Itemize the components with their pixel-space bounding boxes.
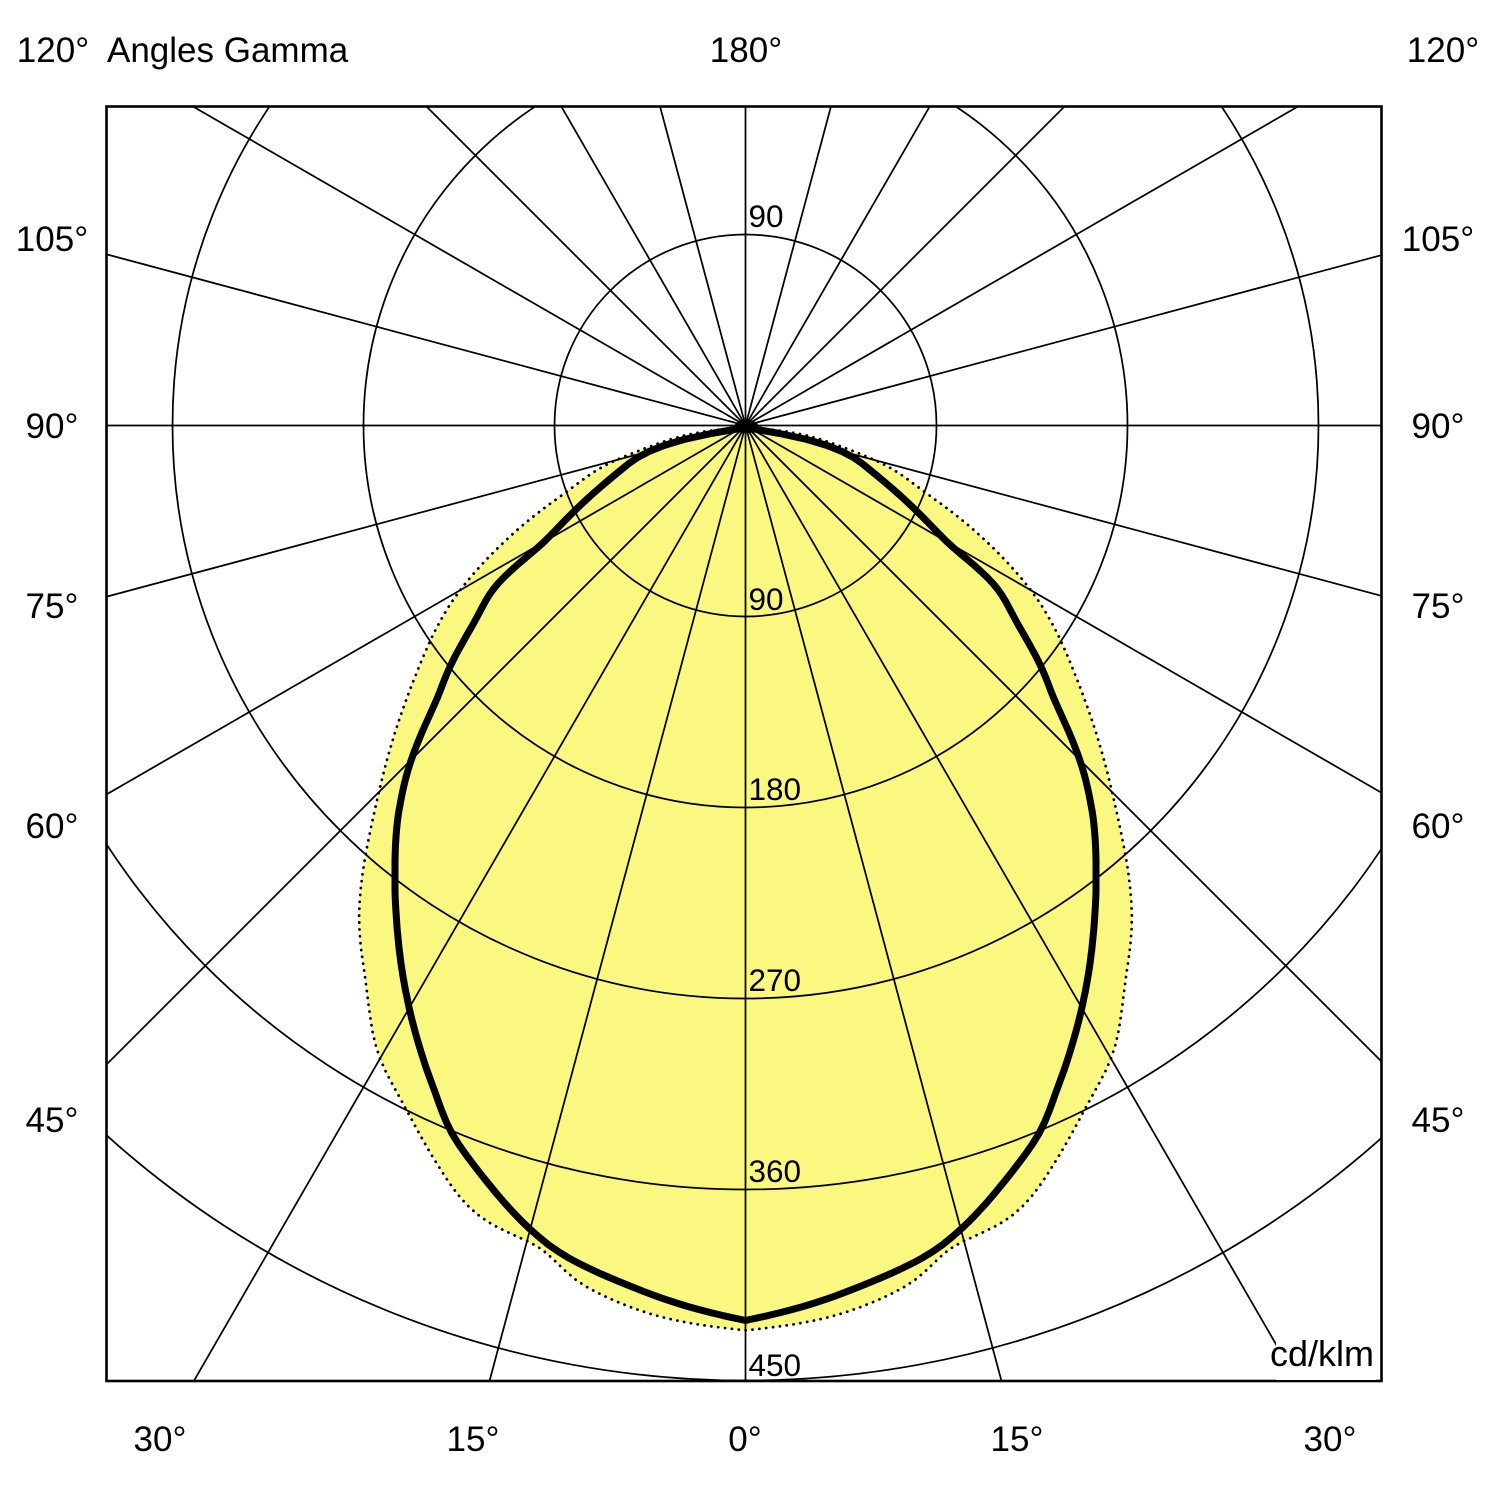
svg-text:Angles Gamma: Angles Gamma <box>107 31 349 70</box>
svg-text:90: 90 <box>749 581 784 617</box>
svg-text:0°: 0° <box>728 1420 761 1459</box>
svg-text:45°: 45° <box>26 1101 79 1140</box>
svg-text:30°: 30° <box>1304 1420 1357 1459</box>
svg-text:360: 360 <box>749 1153 802 1189</box>
svg-text:30°: 30° <box>134 1420 187 1459</box>
svg-text:105°: 105° <box>16 220 88 259</box>
svg-text:cd/klm: cd/klm <box>1270 1333 1374 1374</box>
svg-text:450: 450 <box>749 1347 802 1383</box>
svg-text:90°: 90° <box>1412 407 1465 446</box>
svg-text:45°: 45° <box>1412 1101 1465 1140</box>
svg-text:60°: 60° <box>1412 807 1465 846</box>
svg-text:90°: 90° <box>26 407 79 446</box>
svg-text:120°: 120° <box>1407 31 1479 70</box>
svg-text:120°: 120° <box>17 31 89 70</box>
svg-text:180: 180 <box>749 771 802 807</box>
svg-text:180°: 180° <box>710 31 782 70</box>
svg-text:105°: 105° <box>1402 220 1474 259</box>
svg-text:60°: 60° <box>26 807 79 846</box>
svg-text:90: 90 <box>749 198 784 234</box>
svg-text:15°: 15° <box>991 1420 1044 1459</box>
svg-text:75°: 75° <box>26 587 79 626</box>
svg-text:270: 270 <box>749 962 802 998</box>
svg-text:15°: 15° <box>447 1420 500 1459</box>
svg-text:75°: 75° <box>1412 587 1465 626</box>
